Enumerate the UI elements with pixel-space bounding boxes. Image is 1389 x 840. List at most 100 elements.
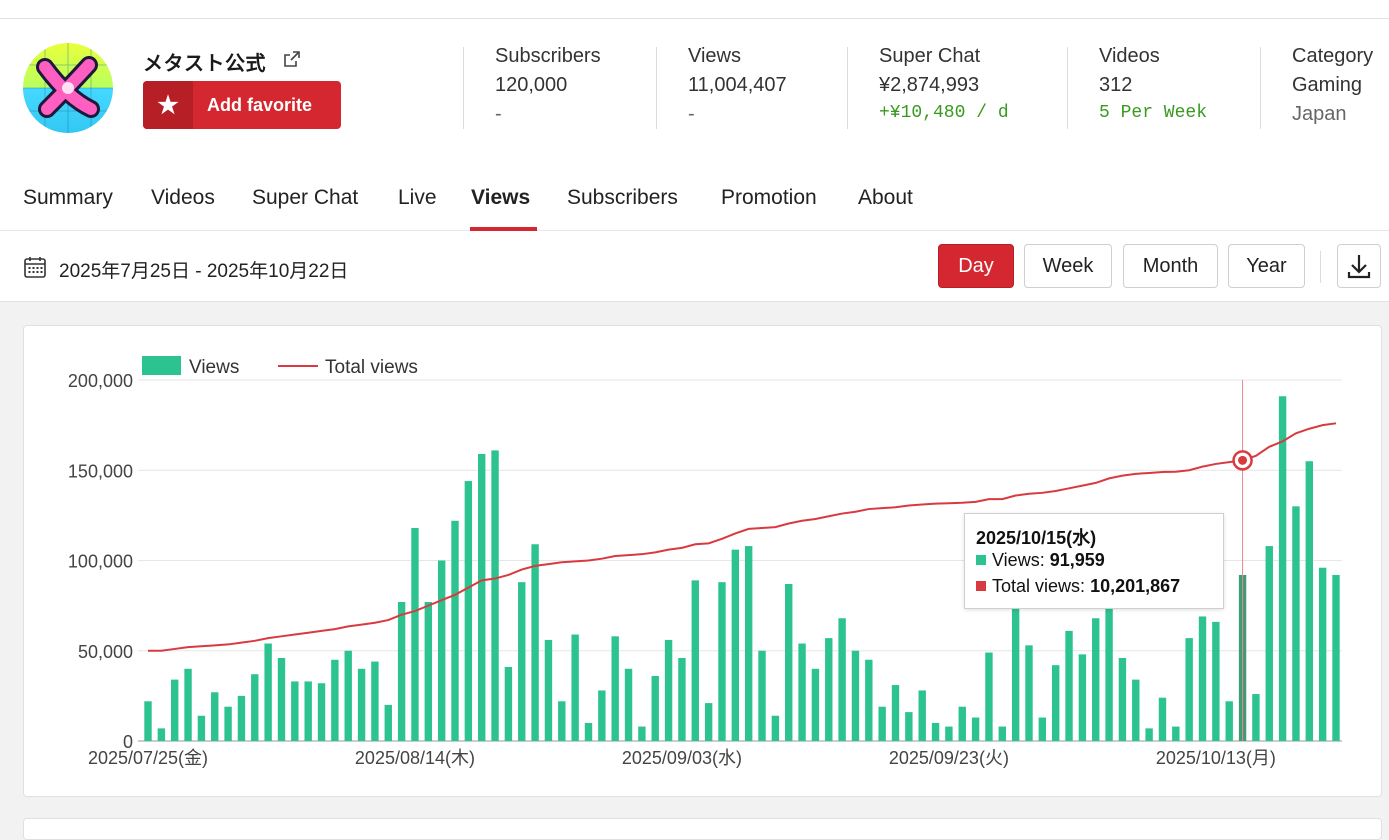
- views-bar[interactable]: [971, 717, 980, 741]
- views-bar[interactable]: [1212, 621, 1220, 741]
- views-bar[interactable]: [504, 666, 513, 741]
- views-bar[interactable]: [624, 668, 633, 741]
- views-bar[interactable]: [170, 679, 179, 741]
- views-bar[interactable]: [1265, 546, 1273, 741]
- views-bar[interactable]: [144, 701, 152, 741]
- views-bar[interactable]: [1198, 616, 1207, 741]
- views-bar[interactable]: [1092, 618, 1100, 741]
- views-bar[interactable]: [905, 712, 913, 741]
- views-bar[interactable]: [1292, 506, 1300, 741]
- views-bar[interactable]: [1145, 728, 1153, 741]
- views-bar[interactable]: [1172, 726, 1180, 741]
- views-bar[interactable]: [251, 674, 259, 741]
- tab-views[interactable]: Views: [471, 186, 531, 209]
- tab-live[interactable]: Live: [398, 186, 437, 209]
- views-bar[interactable]: [798, 643, 806, 741]
- views-bar[interactable]: [758, 650, 766, 741]
- views-bar[interactable]: [1132, 679, 1140, 741]
- tab-promotion[interactable]: Promotion: [721, 186, 817, 209]
- views-bar[interactable]: [371, 661, 379, 741]
- views-bar[interactable]: [1225, 701, 1233, 741]
- views-bar[interactable]: [464, 481, 473, 741]
- views-bar[interactable]: [998, 726, 1006, 741]
- views-chart[interactable]: 200,000 150,000 100,000 50,000 02025/07/25(金…: [0, 0, 1389, 800]
- views-bar[interactable]: [331, 659, 339, 741]
- views-bar[interactable]: [718, 582, 726, 741]
- views-bar[interactable]: [1038, 717, 1047, 741]
- views-bar[interactable]: [878, 706, 886, 741]
- views-bar[interactable]: [638, 726, 646, 741]
- views-bar[interactable]: [277, 657, 286, 741]
- views-bar[interactable]: [184, 668, 192, 741]
- tab-videos[interactable]: Videos: [151, 186, 215, 209]
- views-bar[interactable]: [317, 683, 326, 741]
- views-bar[interactable]: [531, 544, 539, 741]
- views-bar[interactable]: [344, 650, 352, 741]
- views-bar[interactable]: [491, 450, 499, 741]
- legend-views-label[interactable]: Views: [189, 357, 239, 378]
- views-bar[interactable]: [1065, 630, 1073, 741]
- views-bar[interactable]: [224, 706, 232, 741]
- views-bar[interactable]: [451, 520, 459, 741]
- tab-about[interactable]: About: [858, 186, 913, 209]
- views-bar[interactable]: [704, 703, 713, 741]
- views-bar[interactable]: [931, 722, 940, 741]
- views-bar[interactable]: [1158, 697, 1167, 741]
- tab-subscribers[interactable]: Subscribers: [567, 186, 678, 209]
- views-bar[interactable]: [611, 636, 619, 741]
- views-bar[interactable]: [1252, 694, 1260, 741]
- views-bar[interactable]: [1105, 605, 1113, 741]
- date-range-picker[interactable]: 2025年7月25日 - 2025年10月22日: [59, 261, 349, 282]
- views-bar[interactable]: [985, 652, 993, 741]
- legend-total-label[interactable]: Total views: [325, 357, 418, 378]
- views-bar[interactable]: [1078, 654, 1087, 741]
- period-year-button[interactable]: Year: [1228, 244, 1305, 288]
- views-bar[interactable]: [651, 676, 659, 741]
- views-bar[interactable]: [558, 701, 566, 741]
- views-bar[interactable]: [264, 643, 272, 741]
- download-button[interactable]: [1337, 244, 1381, 288]
- channel-name[interactable]: メタスト公式: [143, 53, 266, 75]
- channel-avatar[interactable]: [23, 43, 113, 133]
- views-bar[interactable]: [157, 728, 166, 741]
- views-bar[interactable]: [411, 528, 419, 741]
- tab-super-chat[interactable]: Super Chat: [252, 186, 359, 209]
- views-bar[interactable]: [598, 690, 606, 741]
- views-bar[interactable]: [785, 583, 793, 741]
- views-bar[interactable]: [771, 715, 780, 741]
- views-bar[interactable]: [838, 618, 846, 741]
- views-bar[interactable]: [384, 704, 392, 741]
- views-bar[interactable]: [1332, 574, 1340, 741]
- views-bar[interactable]: [571, 634, 579, 741]
- views-bar[interactable]: [744, 546, 753, 741]
- views-bar[interactable]: [691, 580, 699, 741]
- total-views-line[interactable]: [148, 422, 1337, 652]
- views-bar[interactable]: [731, 549, 740, 741]
- views-bar[interactable]: [437, 560, 446, 742]
- views-bar[interactable]: [197, 715, 206, 741]
- views-bar[interactable]: [945, 726, 953, 741]
- views-bar[interactable]: [958, 706, 966, 741]
- views-bar[interactable]: [678, 657, 686, 741]
- views-bar[interactable]: [865, 659, 873, 741]
- period-month-button[interactable]: Month: [1123, 244, 1218, 288]
- views-bar[interactable]: [851, 650, 860, 741]
- external-link-icon[interactable]: [282, 49, 302, 69]
- views-bar[interactable]: [1278, 396, 1287, 741]
- views-bar[interactable]: [357, 668, 366, 741]
- views-bar[interactable]: [304, 681, 312, 741]
- views-bar[interactable]: [1051, 665, 1060, 741]
- period-day-button[interactable]: Day: [938, 244, 1014, 288]
- views-bar[interactable]: [664, 639, 673, 741]
- views-bar[interactable]: [237, 695, 246, 741]
- views-bar[interactable]: [1318, 567, 1327, 741]
- views-bar[interactable]: [825, 638, 833, 741]
- views-bar[interactable]: [1011, 603, 1020, 741]
- tab-summary[interactable]: Summary: [23, 186, 113, 209]
- views-bar[interactable]: [211, 692, 219, 741]
- views-bar[interactable]: [397, 602, 406, 741]
- views-bar[interactable]: [544, 639, 553, 741]
- views-bar[interactable]: [891, 685, 900, 741]
- add-favorite-button[interactable]: ★ Add favorite: [143, 81, 341, 129]
- views-bar[interactable]: [291, 681, 299, 741]
